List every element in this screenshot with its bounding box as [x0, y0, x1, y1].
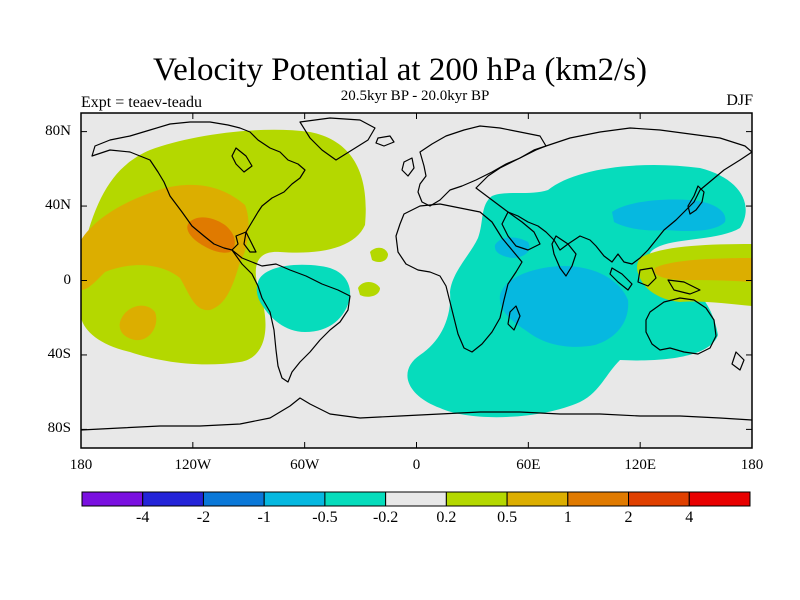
contour-region-neg-eastasia — [612, 199, 726, 232]
coastline-south-america — [231, 249, 351, 383]
contour-fills — [81, 129, 752, 418]
coastline-asia — [475, 127, 752, 265]
colorbar-swatch — [628, 491, 690, 507]
colorbar-label: -4 — [136, 509, 150, 526]
coastline-sumatra — [609, 267, 633, 291]
lon-tick-label: 0 — [412, 457, 421, 473]
coastline-africa — [395, 203, 523, 353]
colorbar-label: -1 — [257, 509, 271, 526]
axis-ticks — [80, 113, 753, 448]
coastlines — [81, 117, 752, 431]
contour-region-pos-westpacific-core — [654, 258, 752, 282]
coastline-japan — [687, 185, 705, 215]
colorbar-label: -0.2 — [372, 509, 399, 526]
chart-subtitle: 20.5kyr BP - 20.0kyr BP — [340, 88, 490, 104]
contour-region-pos-satlantic — [358, 282, 380, 297]
contour-region-pos-core — [81, 184, 249, 311]
coastline-greenland — [299, 117, 376, 161]
lon-tick-label: 60E — [516, 457, 541, 473]
lat-tick-label: 80N — [45, 122, 71, 139]
colorbar-swatch — [506, 491, 569, 507]
coastline-british-isles — [401, 157, 415, 177]
contour-region-pos-southpacific — [119, 305, 157, 341]
colorbar-label: 0.2 — [436, 509, 457, 526]
lon-tick-label: 180 — [69, 457, 93, 473]
coastline-australia — [645, 297, 717, 355]
colorbar-label: 1 — [563, 509, 572, 526]
coastline-borneo — [637, 267, 657, 287]
colorbar-label: -0.5 — [312, 509, 338, 526]
colorbar-swatch — [324, 491, 387, 507]
colorbar-swatch — [385, 491, 447, 507]
coastline-madagascar — [507, 305, 521, 331]
contour-region-pos-atlantic — [370, 247, 388, 262]
contour-region-pos-mexico — [187, 217, 235, 253]
coastline-arabia — [501, 211, 541, 251]
lon-tick-label: 120W — [174, 457, 212, 473]
coastline-antarctica — [81, 397, 752, 431]
lat-tick-label: 80S — [47, 420, 71, 437]
colorbar-label: 0.5 — [497, 509, 518, 526]
colorbar-swatch — [81, 491, 144, 507]
lat-tick-label: 40S — [47, 345, 71, 362]
colorbar-label: 2 — [624, 509, 633, 526]
experiment-label: Expt = teaev-teadu — [81, 94, 202, 111]
coastline-florida — [243, 231, 257, 253]
coastline-hudson-bay — [231, 147, 253, 173]
coastline-india — [551, 235, 577, 277]
lon-tick-label: 60W — [290, 457, 320, 473]
lat-tick-label: 40N — [45, 197, 71, 214]
contour-region-neg-indianocean — [499, 265, 629, 347]
colorbar-swatch — [263, 491, 326, 507]
lon-tick-label: 180 — [740, 457, 764, 473]
lon-tick-label: 120E — [624, 457, 656, 473]
colorbar-swatch — [202, 491, 265, 507]
coastline-new-zealand — [731, 351, 745, 371]
lat-tick-label: 0 — [63, 271, 72, 288]
contour-region-neg-africa — [494, 237, 530, 258]
colorbar-swatch — [688, 491, 751, 507]
colorbar — [81, 491, 751, 507]
contour-region-neg-samerica — [256, 264, 351, 332]
coastline-new-guinea — [667, 279, 701, 295]
coastline-north-america — [91, 121, 306, 251]
coastline-iceland — [375, 135, 395, 147]
chart-title: Velocity Potential at 200 hPa (km2/s) — [152, 52, 648, 88]
colorbar-label: 4 — [685, 509, 694, 526]
colorbar-swatch — [567, 491, 630, 507]
colorbar-swatch — [142, 491, 204, 507]
colorbar-label: -2 — [196, 509, 211, 526]
season-label: DJF — [726, 92, 753, 109]
colorbar-swatch — [445, 491, 508, 507]
